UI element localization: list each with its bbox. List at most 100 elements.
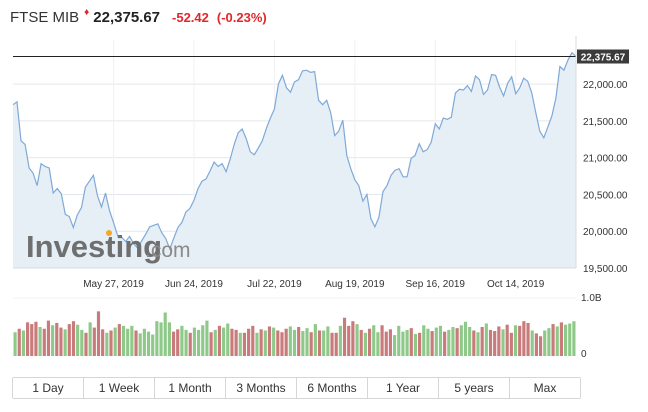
volume-bar xyxy=(430,331,434,356)
volume-bar xyxy=(384,331,388,356)
volume-bar xyxy=(484,323,488,356)
volume-bar xyxy=(63,329,67,356)
volume-bar xyxy=(71,321,76,356)
volume-bar xyxy=(292,329,297,356)
volume-bar xyxy=(413,333,418,356)
volume-bar xyxy=(555,326,559,356)
range-button-max[interactable]: Max xyxy=(510,378,580,398)
volume-bar xyxy=(276,330,280,356)
volume-bar xyxy=(305,328,309,356)
chart-axes: 19,500.00 20,000.00 20,500.00 21,000.00 21,5… xyxy=(13,36,629,290)
volume-bar xyxy=(380,325,384,356)
volume-bar xyxy=(46,320,51,356)
volume-bar xyxy=(134,330,138,356)
volume-bar xyxy=(518,325,522,356)
volume-bar xyxy=(126,328,130,356)
x-tick-label: Jun 24, 2019 xyxy=(165,279,223,290)
volume-bar xyxy=(155,321,159,356)
volume-bar xyxy=(80,329,84,356)
volume-bar xyxy=(163,312,167,356)
volume-bar xyxy=(96,311,101,356)
volume-bar xyxy=(142,328,146,356)
volume-bar xyxy=(405,329,409,356)
volume-bar xyxy=(55,322,59,356)
quote-header: FTSE MIB ♦ 22,375.67 -52.42 (-0.23%) xyxy=(10,6,267,28)
price-area xyxy=(13,52,576,269)
range-button-3-months[interactable]: 3 Months xyxy=(226,378,297,398)
volume-bar xyxy=(376,332,380,356)
volume-bar xyxy=(526,322,530,356)
volume-bar xyxy=(251,325,255,356)
volume-bar xyxy=(443,331,447,356)
volume-bar xyxy=(363,332,367,356)
volume-bar xyxy=(472,330,476,356)
range-button-1-week[interactable]: 1 Week xyxy=(84,378,155,398)
last-price-tag-label: 22,375.67 xyxy=(581,52,626,63)
volume-bar xyxy=(76,324,80,356)
range-button-5-years[interactable]: 5 years xyxy=(439,378,510,398)
volume-bar xyxy=(434,327,438,356)
volume-bar xyxy=(409,328,413,356)
volume-bar xyxy=(213,329,217,356)
volume-bar xyxy=(534,333,538,356)
volume-bar xyxy=(468,327,472,356)
volume-bar xyxy=(197,329,201,356)
volume-bar xyxy=(418,332,422,356)
range-button-1-month[interactable]: 1 Month xyxy=(155,378,226,398)
volume-bar xyxy=(34,321,38,356)
volume-bar xyxy=(351,321,355,356)
volume-bar xyxy=(176,329,180,356)
volume-bar xyxy=(26,322,30,356)
volume-bar xyxy=(309,332,313,356)
volume-bar xyxy=(201,325,205,356)
volume-bar xyxy=(259,329,263,356)
volume-bar xyxy=(313,324,317,356)
volume-bar xyxy=(288,326,292,356)
volume-bar xyxy=(451,327,455,356)
volume-bar xyxy=(497,326,501,356)
volume-bar xyxy=(267,326,272,356)
range-button-1-day[interactable]: 1 Day xyxy=(13,378,84,398)
x-tick-label: Oct 14, 2019 xyxy=(487,279,545,290)
x-tick-label: Sep 16, 2019 xyxy=(406,279,466,290)
volume-bar xyxy=(543,330,547,356)
volume-bar xyxy=(401,331,405,356)
volume-bar xyxy=(67,324,71,356)
volume-bar xyxy=(121,325,126,356)
volume-bar xyxy=(159,322,163,356)
range-button-6-months[interactable]: 6 Months xyxy=(297,378,368,398)
price-line xyxy=(12,51,577,251)
volume-bar xyxy=(109,330,113,356)
volume-bar xyxy=(426,328,430,356)
volume-bar xyxy=(459,325,463,356)
volume-bar xyxy=(167,322,171,356)
volume-bar xyxy=(222,327,226,356)
volume-bar xyxy=(422,325,426,356)
volume-bar xyxy=(326,326,330,356)
volume-bar xyxy=(347,325,351,356)
volume-bar xyxy=(180,325,184,356)
volume-bar xyxy=(263,330,267,356)
volume-bar xyxy=(297,327,301,356)
volume-bar xyxy=(51,325,55,356)
volume-bar xyxy=(209,332,213,356)
y-tick-label: 21,500.00 xyxy=(583,117,628,128)
volume-axis-top: 1.0B xyxy=(581,293,602,304)
volume-bar xyxy=(480,327,484,356)
volume-bar xyxy=(547,328,551,356)
y-tick-label: 21,000.00 xyxy=(583,154,628,165)
volume-bar xyxy=(367,328,372,356)
volume-bar xyxy=(255,332,259,356)
volume-bar xyxy=(234,329,238,356)
volume-bar xyxy=(513,325,518,356)
volume-axis-bottom: 0 xyxy=(581,349,587,360)
range-button-1-year[interactable]: 1 Year xyxy=(368,378,439,398)
watermark-brand: Investing xyxy=(26,229,162,264)
volume-bar xyxy=(92,327,96,356)
last-price: 22,375.67 xyxy=(93,8,161,26)
volume-bar xyxy=(438,325,443,356)
x-tick-label: Aug 19, 2019 xyxy=(325,279,385,290)
volume-bar xyxy=(192,327,196,356)
volume-bar xyxy=(84,332,88,356)
volume-bar xyxy=(17,328,21,356)
